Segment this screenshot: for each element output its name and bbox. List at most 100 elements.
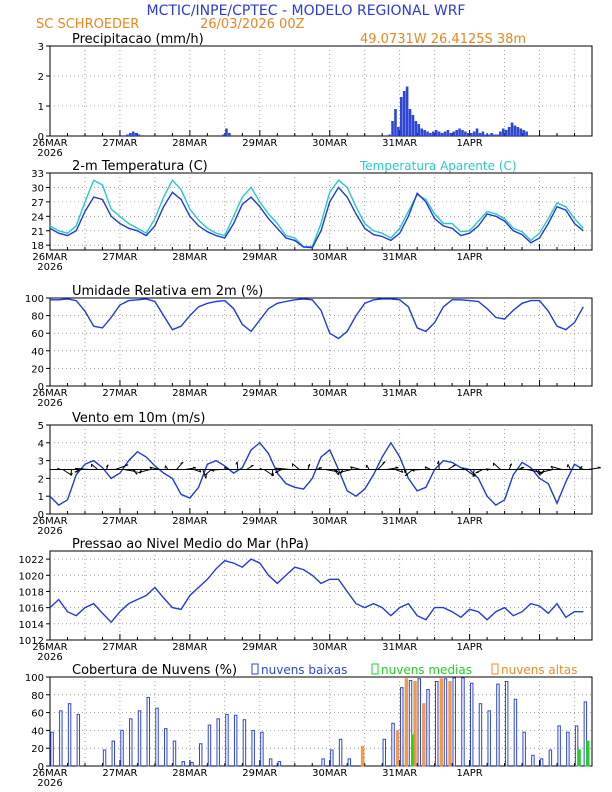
header-coords: 49.0731W 26.4125S 38m [360,32,526,47]
x-tick-label: 1APR [457,642,483,653]
cloud-bar-1 [408,680,413,767]
cloud-bar-1 [504,680,509,767]
wind-arrow-head [401,469,404,473]
legend-label: Temperatura Aparente (C) [359,159,517,173]
precip-bar [449,133,453,136]
cloud-bar-1 [120,729,124,767]
cloud-bar-3 [404,678,409,767]
x-tick-label: 1APR [457,768,483,779]
legend-label-3: nuvens altas [501,663,577,677]
y-tick-label: 24 [31,212,44,223]
panel-3: 0 20 40 60 80 100 26MAR 27MAR 28MAR 29MAR 30MAR 31M… [25,284,593,409]
wind-arrow-head [192,466,197,469]
precip-bar [525,131,528,136]
panel-frame [49,676,593,767]
cloud-bar-1 [321,758,325,767]
wind-arrow-head [105,464,109,468]
x-tick-label: 1APR [457,516,483,527]
series-line-2 [49,178,584,248]
cloud-bar-1 [251,729,255,767]
wind-arrow-head [537,469,541,473]
header-run: 26/03/2026 00Z [200,17,305,32]
x-tick-label: 30MAR [312,516,347,527]
precip-bar [391,121,394,136]
x-tick-label: 29MAR [242,768,277,779]
y-tick-label: 1016 [19,604,44,615]
y-tick-label: 1 [38,492,44,503]
legend-label-1: nuvens baixas [261,663,347,677]
panel-4: 0 1 2 3 4 5 26MAR 27MAR 28MAR 29MAR 30MAR 31MAR 1APR… [32,411,601,537]
x-tick-label: 29MAR [242,388,277,399]
x-tick-label: 31MAR [382,138,417,149]
precip-bar [455,130,458,136]
y-tick-label: 60 [31,329,44,340]
legend-swatch-2 [371,663,379,675]
x-tick-label: 30MAR [312,388,347,399]
cloud-bar-1 [347,758,352,767]
cloud-bar-2 [586,740,590,767]
x-tick-label: 1APR [457,388,483,399]
wind-arrow [472,469,475,477]
precip-bar [452,131,456,136]
wind-arrow-head [271,473,274,477]
wind-arrow [91,463,99,470]
panel-title: 2-m Temperatura (C) [72,159,208,174]
wind-arrow-head [211,469,215,472]
panel-frame [49,45,593,137]
precip-bar [490,133,493,136]
x-tick-label: 26MAR [32,642,67,653]
precip-bar [137,134,141,136]
precip-bar [458,128,461,136]
x-tick-label: 1APR [457,252,483,263]
cloud-bar-3 [422,703,426,767]
wind-arrow-head [509,463,513,467]
x-year-label: 2026 [37,398,62,409]
cloud-bar-1 [443,678,448,767]
y-tick-label: 20 [31,364,44,375]
wind-arrow-head [350,466,353,470]
precip-bar [429,133,432,136]
wind-arrow [550,465,562,470]
legend-swatch-3 [491,663,499,675]
cloud-bar-1 [513,698,518,767]
cloud-bar-1 [129,718,133,767]
precip-bar [408,109,412,136]
series-line-1 [49,186,584,249]
precip-bar [513,125,517,136]
precip-bar [417,124,421,136]
wind-arrow [132,469,138,475]
y-tick-label: 40 [31,726,44,737]
x-tick-label: 1APR [457,138,483,149]
precip-bar [437,131,441,136]
wind-arrow-head [550,466,554,470]
x-tick-label: 29MAR [242,252,277,263]
y-tick-label: 1 [38,102,44,113]
cloud-bar-1 [260,731,264,767]
precip-bar [516,127,520,136]
cloud-bar-1 [539,758,544,767]
x-tick-label: 26MAR [32,138,67,149]
x-tick-label: 31MAR [382,642,417,653]
precip-bar [228,133,231,136]
wind-arrow-head [395,466,399,469]
legend-swatch-1 [251,663,259,675]
panel-1: 0 1 2 3 26MAR 27MAR 28MAR 29MAR 30MAR 31MAR 1APR 20… [32,32,593,159]
precip-bar [493,134,496,136]
precip-bar [522,130,525,136]
precip-bar [423,130,426,136]
x-tick-label: 29MAR [242,516,277,527]
x-tick-label: 27MAR [102,388,137,399]
panel-title: Precipitacao (mm/h) [72,32,204,47]
cloud-bar-1 [198,743,203,767]
cloud-bar-1 [382,738,387,767]
wind-arrow-head [382,461,386,464]
y-tick-label: 30 [31,183,44,194]
cloud-bar-1 [417,678,421,767]
wind-arrow-head [452,464,456,467]
cloud-bar-1 [111,740,116,767]
y-tick-label: 3 [38,42,44,53]
y-tick-label: 21 [31,227,44,238]
cloud-bar-1 [452,677,456,767]
cloud-bar-1 [469,682,474,767]
cloud-bar-3 [439,678,444,767]
